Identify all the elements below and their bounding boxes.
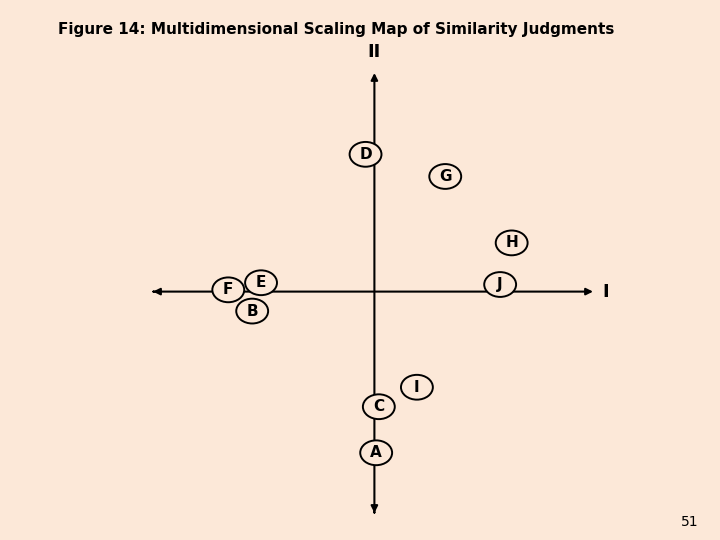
Text: II: II xyxy=(368,43,381,62)
Text: C: C xyxy=(373,399,384,414)
Text: I: I xyxy=(602,282,608,301)
Ellipse shape xyxy=(401,375,433,400)
Text: Figure 14: Multidimensional Scaling Map of Similarity Judgments: Figure 14: Multidimensional Scaling Map … xyxy=(58,22,614,37)
Ellipse shape xyxy=(245,271,277,295)
Text: 51: 51 xyxy=(681,515,698,529)
Ellipse shape xyxy=(429,164,462,189)
Text: B: B xyxy=(246,303,258,319)
Text: E: E xyxy=(256,275,266,290)
Ellipse shape xyxy=(363,394,395,419)
Ellipse shape xyxy=(496,231,528,255)
Text: G: G xyxy=(439,169,451,184)
Text: F: F xyxy=(223,282,233,298)
Ellipse shape xyxy=(485,272,516,297)
Ellipse shape xyxy=(236,299,268,323)
Text: J: J xyxy=(498,277,503,292)
Text: A: A xyxy=(370,446,382,460)
Ellipse shape xyxy=(212,278,244,302)
Ellipse shape xyxy=(360,441,392,465)
Text: I: I xyxy=(414,380,420,395)
Ellipse shape xyxy=(350,142,382,167)
Text: H: H xyxy=(505,235,518,251)
Text: D: D xyxy=(359,147,372,162)
